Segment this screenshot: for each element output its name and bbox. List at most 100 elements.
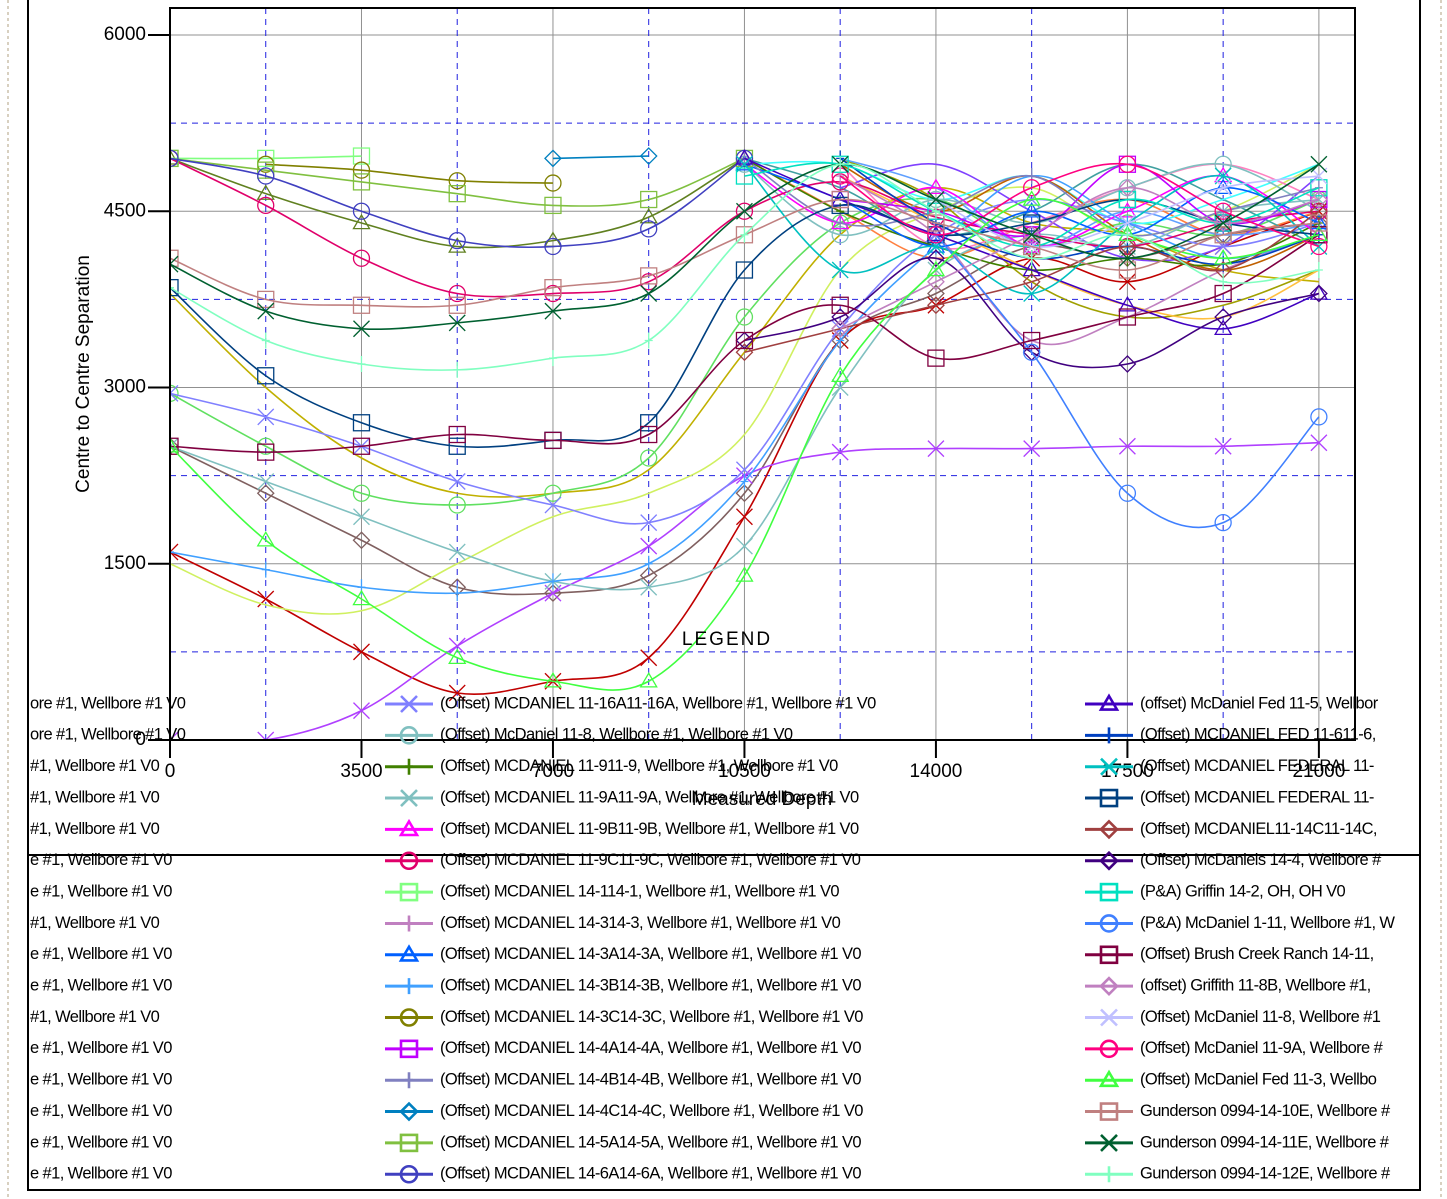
legend-marker [1099,976,1119,996]
legend-label: #1, Wellbore #1 V0 [30,757,160,775]
marker [257,408,275,426]
marker [1214,513,1232,532]
legend-title: LEGEND [682,629,772,650]
marker [257,367,275,385]
legend-marker-shape [1100,1133,1118,1152]
marker [931,203,940,220]
marker [831,379,849,396]
marker [448,237,467,253]
marker [1310,408,1328,426]
legend-marker-shape [1099,882,1119,902]
legend-label: (Offset) McDaniel Fed 11-3, Wellbo [1140,1071,1377,1089]
marker [1214,214,1232,232]
marker [831,331,850,350]
legend-label: e #1, Wellbore #1 V0 [30,1165,172,1183]
marker [926,260,946,277]
legend-marker [405,915,413,932]
marker [1310,155,1328,173]
marker [1314,179,1323,196]
marker [352,161,371,179]
legend-label: (Offset) MCDANIEL 14-5A14-5A, Wellbore #… [440,1133,861,1151]
marker [1022,272,1041,291]
marker [448,284,466,303]
marker [1214,226,1232,244]
marker [257,302,275,320]
legend-label: (Offset) MCDANIEL 11-9A11-9A, Wellbore #… [440,788,859,806]
legend-label: (Offset) MCDANIEL11-14C11-14C, [1140,820,1377,838]
marker [1310,214,1328,232]
marker [353,320,370,338]
marker [1118,237,1137,256]
marker [740,226,749,243]
marker [640,285,658,302]
marker [1214,308,1233,326]
legend-marker [1105,727,1113,744]
marker [453,361,462,378]
series-line [839,162,1320,248]
marker [640,537,658,555]
marker [257,473,275,490]
legend-label: (Offset) McDaniel 11-9A, Wellbore # [1140,1039,1384,1057]
series-line [170,157,745,249]
marker [352,437,371,455]
legend-marker [398,944,420,962]
legend-marker [398,818,420,837]
marker [735,484,754,503]
marker [640,220,658,238]
marker [170,384,179,402]
legend-marker [399,1164,419,1184]
marker [1309,284,1329,300]
legend-marker [1099,850,1119,871]
legend-label: #1, Wellbore #1 V0 [30,1008,160,1026]
marker [831,296,849,314]
legend-marker [1099,945,1119,965]
marker [1118,355,1137,373]
marker [735,154,754,171]
marker [1310,237,1328,256]
legend-label: e #1, Wellbore #1 V0 [30,945,172,963]
marker [170,149,179,168]
marker [1309,202,1328,221]
plot-area [170,147,1329,740]
marker [1023,179,1041,197]
legend-marker-shape [1099,1039,1119,1059]
marker [548,573,557,590]
legend-label: (Offset) McDaniels 14-4, Wellbore # [1140,851,1382,869]
marker [170,436,180,453]
marker [1214,437,1232,455]
legend-label: e #1, Wellbore #1 V0 [30,851,172,869]
legend-label: (offset) Griffith 11-8B, Wellbore #1, [1140,977,1371,995]
marker [353,508,370,526]
marker [735,202,754,220]
marker [640,578,658,596]
legend-label: (Offset) MCDANIEL 14-3A14-3A, Wellbore #… [440,945,861,963]
marker [836,156,845,173]
marker [1123,226,1132,243]
legend-label: ore #1, Wellbore #1 V0 [30,726,186,744]
legend-label: (Offset) MCDANIEL 14-6A14-6A, Wellbore #… [440,1165,861,1183]
marker [1023,343,1041,361]
marker [1023,440,1041,458]
legend-marker-shape [1098,1069,1120,1088]
marker [1118,178,1137,197]
marker [544,174,562,192]
legend-marker-shape [399,1164,419,1184]
legend-marker-shape [400,789,418,807]
legend: ore #1, Wellbore #1 V0 ore #1, Wellbore #… [30,693,1396,1184]
marker [543,671,563,688]
marker [170,437,179,456]
legend-label: #1, Wellbore #1 V0 [30,788,160,806]
legend-marker [399,1008,419,1027]
marker [1118,295,1137,312]
legend-marker [1100,1133,1118,1152]
marker [1023,226,1041,244]
legend-marker-shape [1105,1166,1113,1183]
legend-marker-shape [405,978,413,995]
series-line [839,157,1320,319]
marker [544,278,562,297]
marker [1118,155,1137,173]
legend-marker-shape [1099,788,1119,808]
marker [639,147,658,165]
